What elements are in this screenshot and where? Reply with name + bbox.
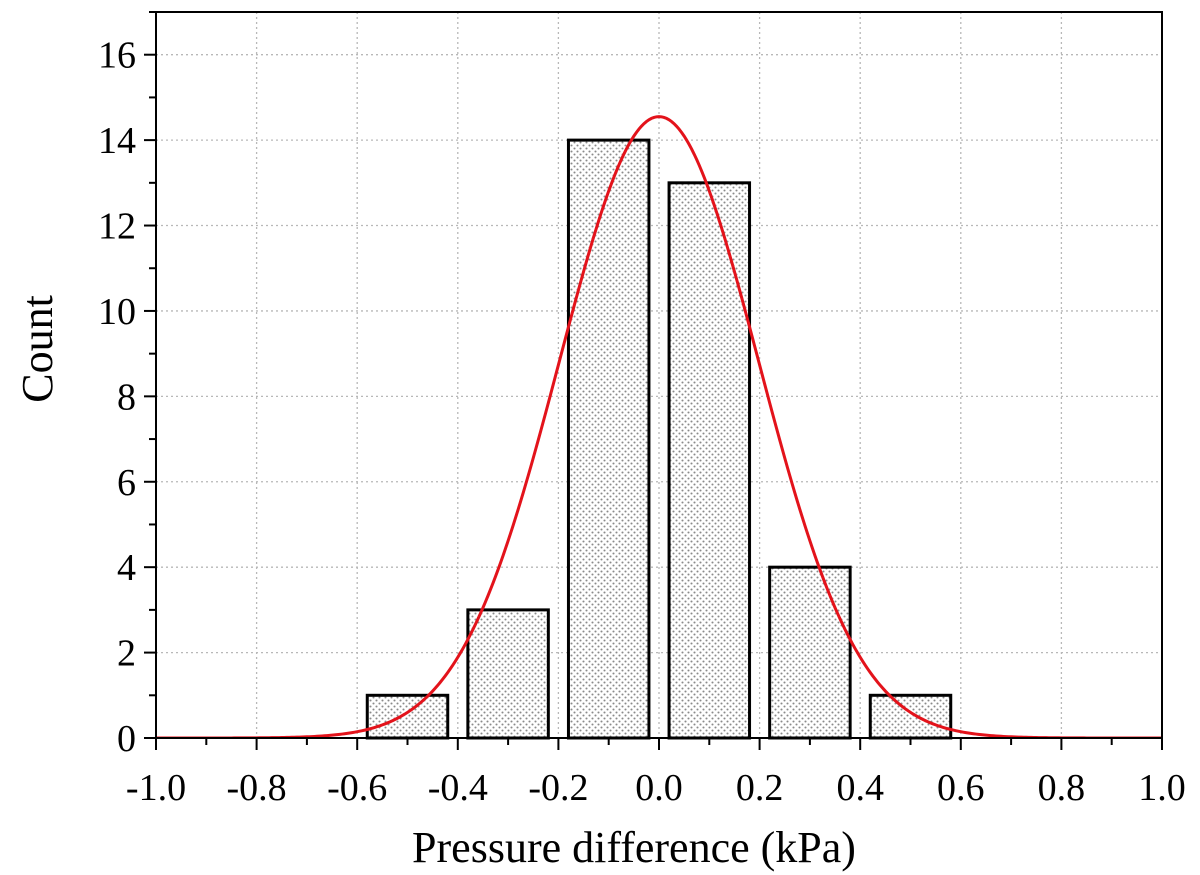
axis-ticks [144,11,1163,750]
x-tick-label: -0.8 [227,767,287,809]
x-tick-label: 0.2 [736,767,784,809]
y-tick-label: 14 [98,120,136,162]
y-tick-label: 16 [98,35,136,77]
y-tick-label: 10 [98,291,136,333]
x-tick-label: -0.4 [428,767,488,809]
x-tick-label: 0.0 [635,767,683,809]
histogram-bar [466,608,550,740]
x-tick-label: -0.6 [327,767,387,809]
tick-labels: -1.0 -0.8 -0.6 -0.4 -0.2 0.0 0.2 0.4 0.6 0.8 1.0 0 2… [98,35,1186,809]
x-tick-label: -1.0 [126,767,186,809]
y-tick-label: 6 [117,462,136,504]
normal-fit-curve [156,115,1162,738]
fit-curve-layer [156,115,1162,738]
histogram-bar [365,693,450,740]
y-tick-label: 4 [117,547,136,589]
histogram-bar [868,693,953,740]
x-tick-label: 0.6 [937,767,985,809]
y-tick-label: 8 [117,376,136,418]
x-axis-title: Pressure difference (kPa) [412,823,856,872]
histogram-bars [365,138,953,740]
grid-lines [156,12,1162,738]
x-tick-label: 0.4 [836,767,884,809]
histogram-bar [667,181,752,740]
histogram-bar [566,138,651,740]
x-tick-label: 1.0 [1138,767,1186,809]
x-tick-label: 0.8 [1038,767,1086,809]
x-tick-label: -0.2 [528,767,588,809]
histogram-bar [768,565,852,740]
y-tick-label: 12 [98,206,136,248]
y-tick-label: 0 [117,718,136,760]
y-axis-title: Count [13,295,62,403]
y-tick-label: 2 [117,633,136,675]
plot-frame [155,11,1163,739]
